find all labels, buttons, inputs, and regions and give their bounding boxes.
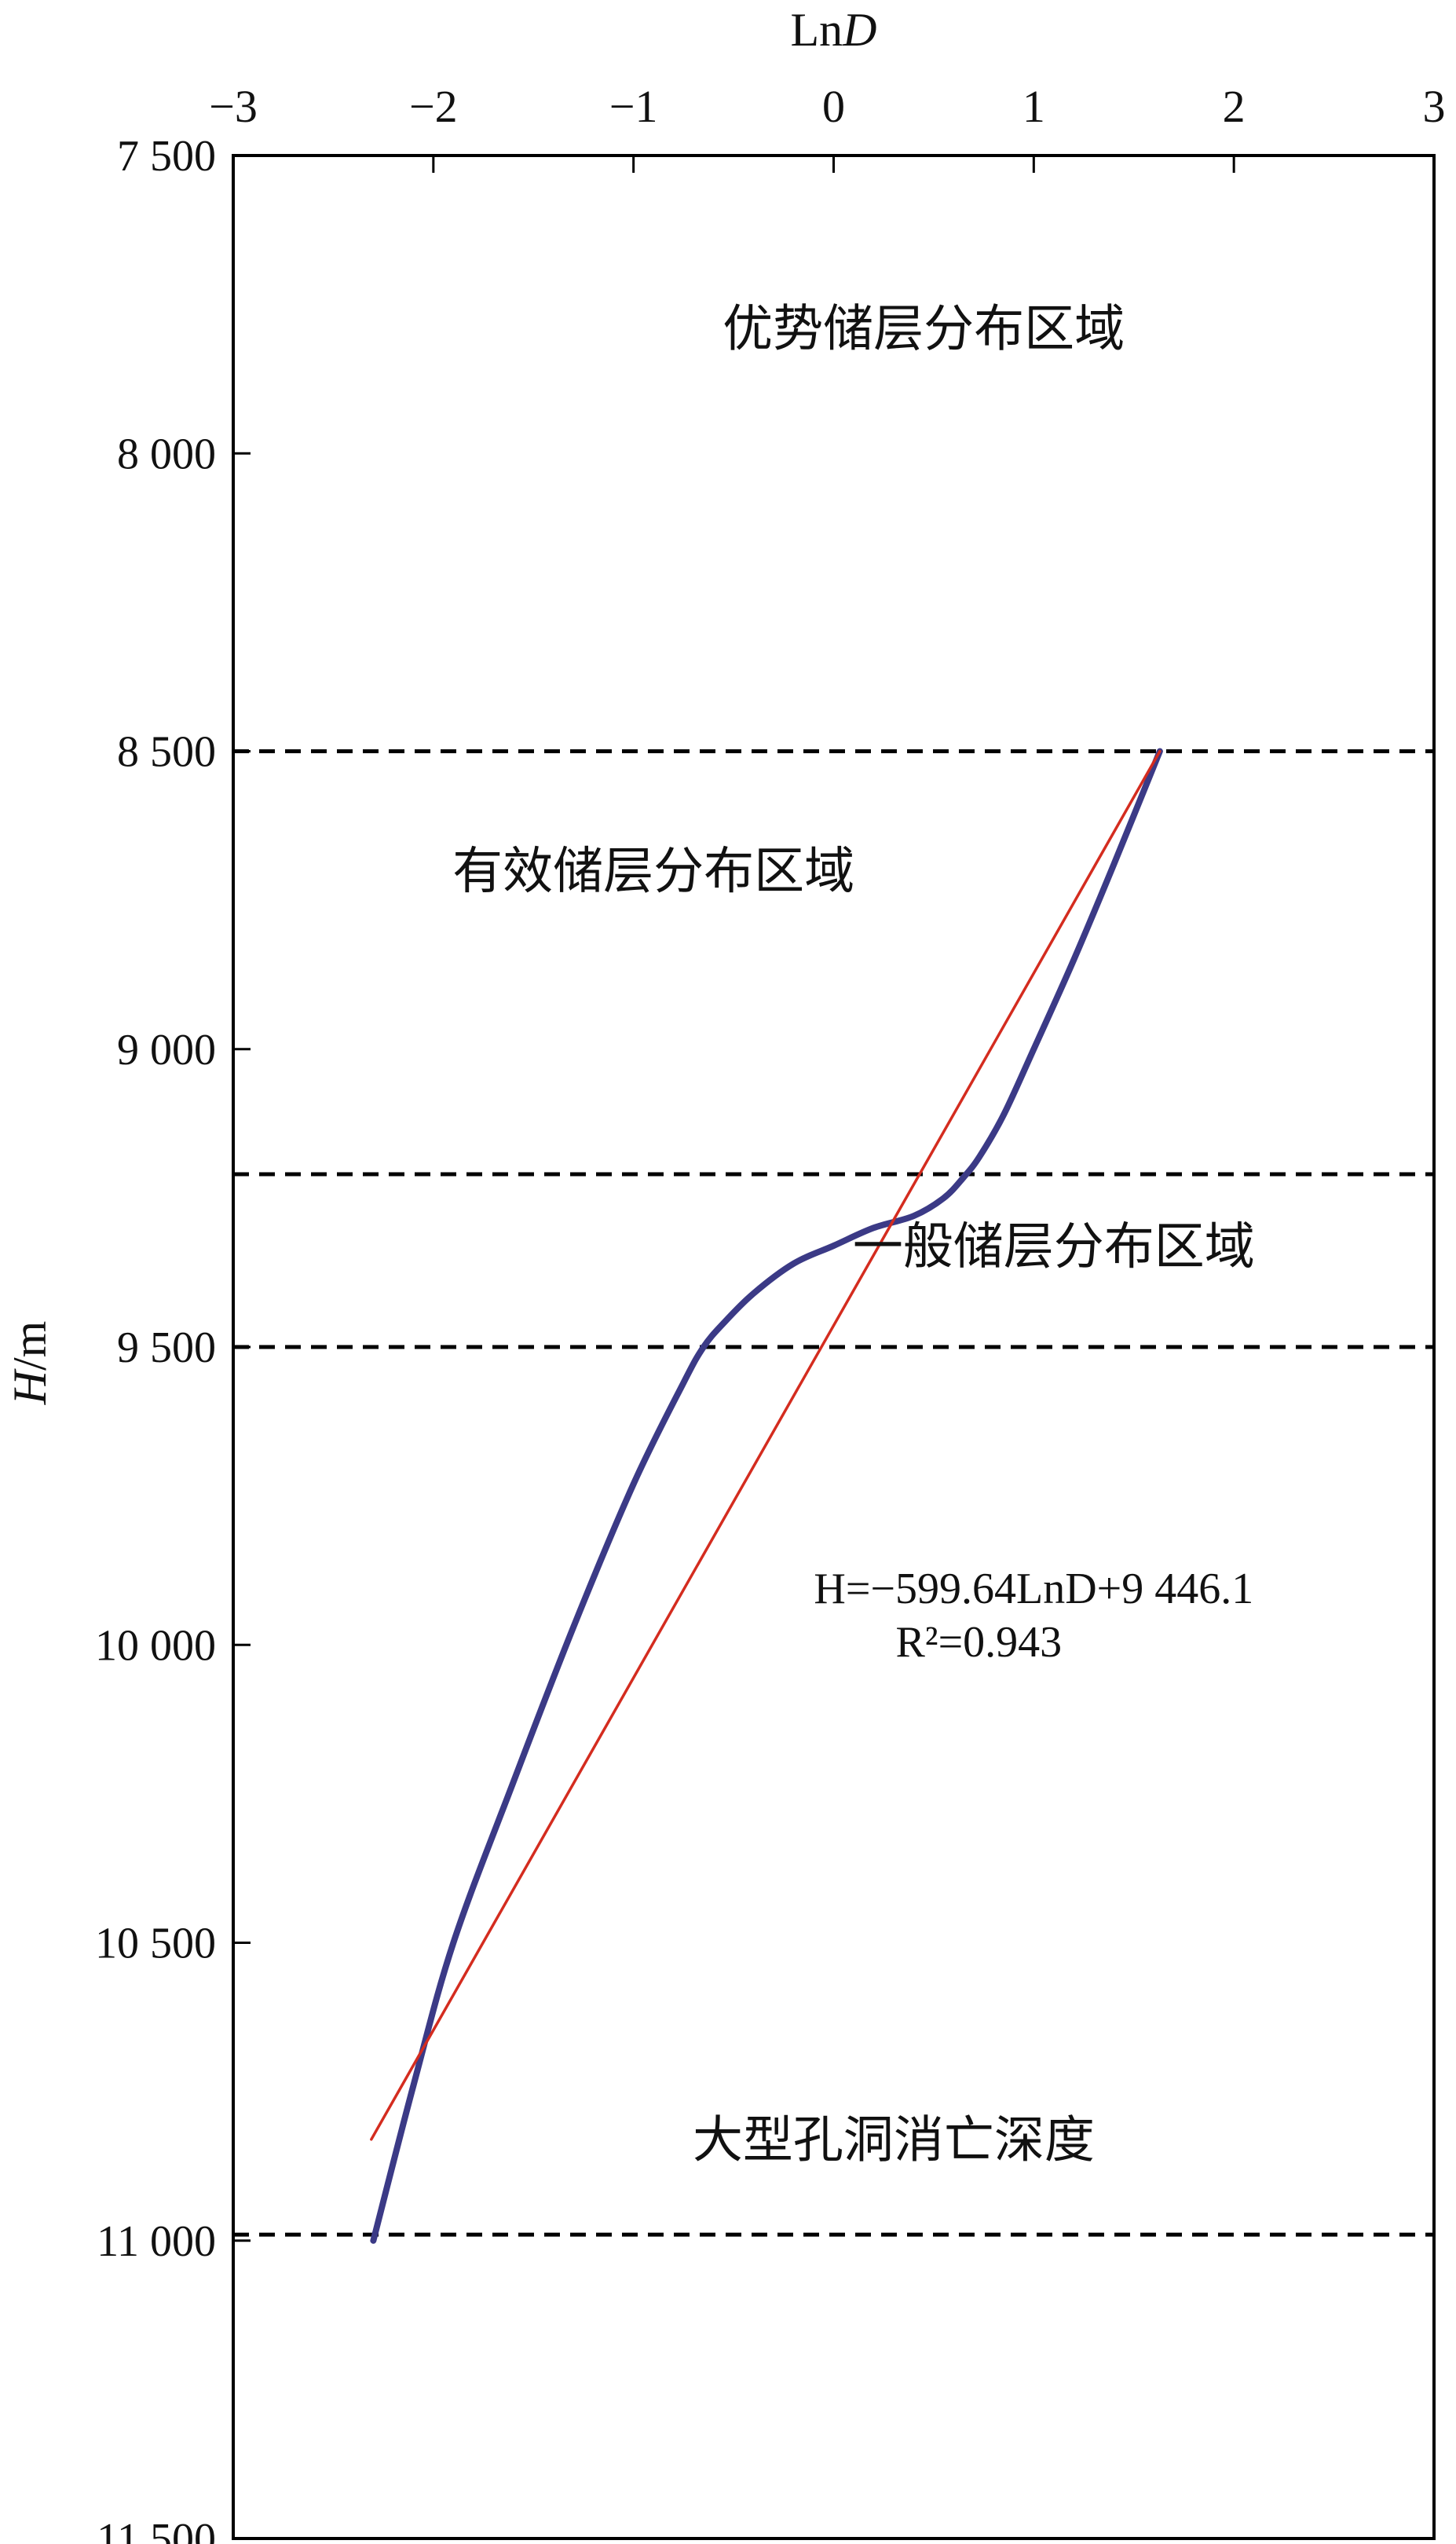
x-axis-label-text: Ln: [791, 4, 843, 56]
y-tick-label: 11 500: [97, 2515, 216, 2544]
y-tick-label: 10 500: [95, 1920, 216, 1968]
region-effective-label: 有效储层分布区域: [452, 843, 854, 901]
y-tick-label: 7 500: [117, 132, 216, 181]
y-tick-label: 9 000: [117, 1026, 216, 1074]
y-axis-label-variable: H: [4, 1367, 56, 1405]
region-superior-label: 优势储层分布区域: [723, 301, 1125, 359]
x-tick-label: −1: [609, 81, 658, 132]
x-axis-label-variable: D: [842, 4, 876, 56]
x-tick-label: 3: [1423, 81, 1446, 132]
x-tick-label: 1: [1022, 81, 1045, 132]
y-tick-label: 11 000: [97, 2217, 216, 2266]
y-tick-label: 9 500: [117, 1323, 216, 1372]
fit-line: [370, 749, 1162, 2141]
y-axis-label-unit: /m: [4, 1321, 56, 1371]
region-cave-extinction-label: 大型孔洞消亡深度: [693, 2112, 1095, 2170]
x-tick-label: 0: [822, 81, 845, 132]
regression-equation: H=−599.64LnD+9 446.1: [814, 1565, 1253, 1613]
x-tick-label: 2: [1223, 81, 1246, 132]
x-tick-label: −2: [409, 81, 458, 132]
data-curve: [370, 748, 1163, 2244]
y-tick-label: 10 000: [95, 1621, 216, 1670]
y-tick-label: 8 500: [117, 728, 216, 777]
y-tick-label: 8 000: [117, 430, 216, 478]
r-squared: R²=0.943: [895, 1618, 1062, 1667]
x-axis-label: LnD: [791, 4, 877, 56]
region-general-label: 一般储层分布区域: [853, 1218, 1255, 1276]
x-tick-label: −3: [209, 81, 258, 132]
y-axis-label: H/m: [4, 1321, 56, 1406]
